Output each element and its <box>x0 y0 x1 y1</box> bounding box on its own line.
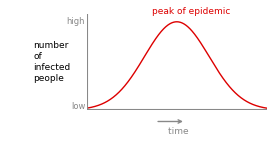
Text: high: high <box>67 17 85 26</box>
Text: number
of
infected
people: number of infected people <box>33 41 70 83</box>
Text: time: time <box>168 127 194 136</box>
Text: low: low <box>71 102 85 111</box>
Text: peak of epidemic: peak of epidemic <box>152 7 230 16</box>
